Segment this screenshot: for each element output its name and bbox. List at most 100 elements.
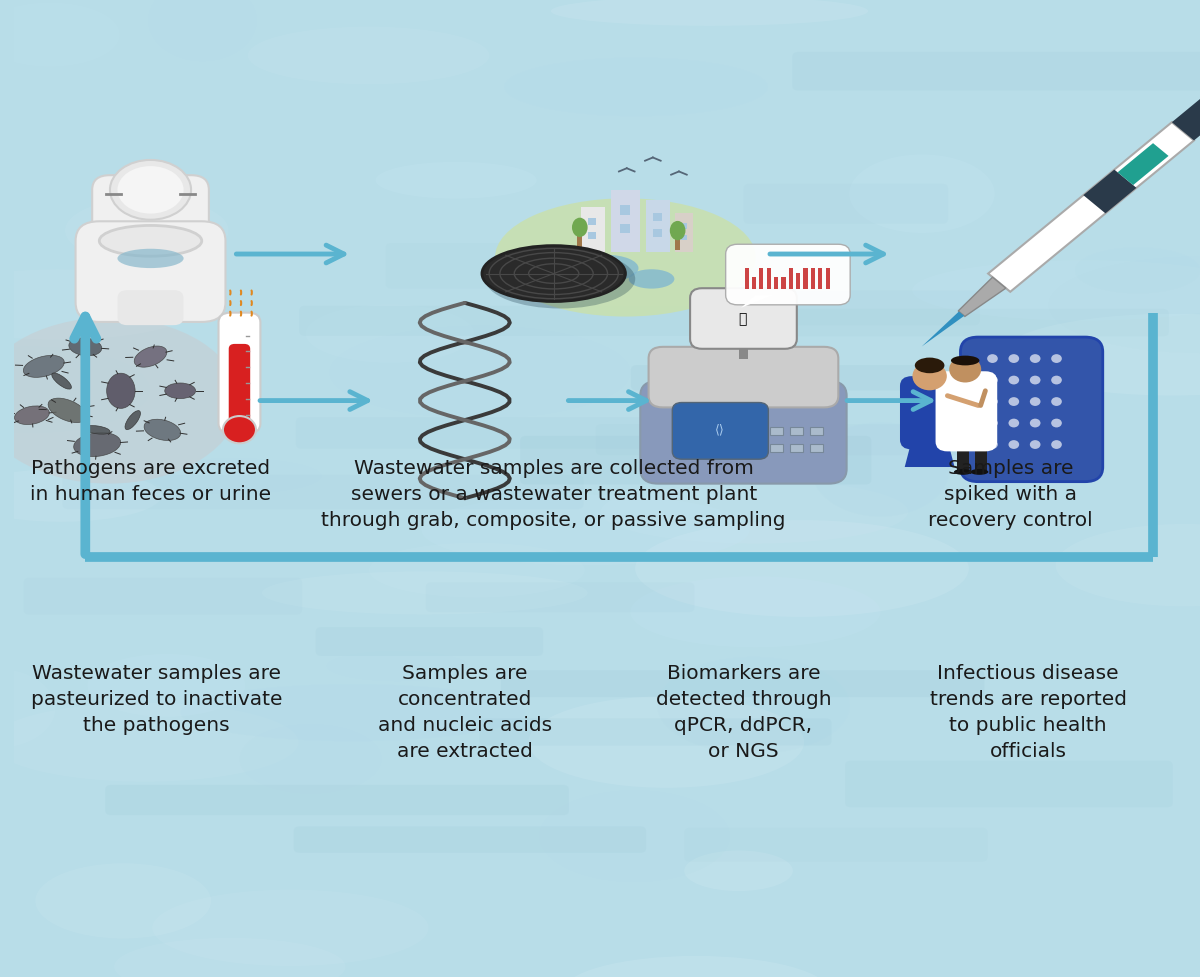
Ellipse shape [574, 255, 638, 281]
FancyBboxPatch shape [92, 175, 209, 265]
FancyBboxPatch shape [24, 577, 302, 615]
Circle shape [988, 419, 998, 428]
Ellipse shape [496, 198, 756, 317]
FancyBboxPatch shape [684, 828, 988, 862]
Ellipse shape [326, 652, 468, 681]
Bar [577, 234, 582, 247]
Circle shape [1030, 398, 1040, 406]
Bar [647, 200, 670, 252]
Ellipse shape [118, 249, 184, 268]
Text: Samples are
spiked with a
recovery control: Samples are spiked with a recovery contr… [928, 459, 1092, 530]
Ellipse shape [262, 572, 588, 615]
Circle shape [1051, 355, 1062, 363]
Bar [774, 277, 778, 289]
FancyBboxPatch shape [500, 670, 984, 697]
Ellipse shape [84, 426, 110, 434]
Ellipse shape [658, 657, 850, 754]
Text: ⟨⟩: ⟨⟩ [715, 423, 725, 437]
Ellipse shape [134, 346, 167, 367]
Bar [826, 268, 829, 289]
Ellipse shape [370, 542, 584, 598]
FancyBboxPatch shape [480, 718, 832, 745]
Bar [611, 190, 640, 252]
Ellipse shape [0, 3, 120, 66]
Ellipse shape [35, 864, 211, 939]
Ellipse shape [68, 338, 102, 356]
Ellipse shape [306, 305, 474, 362]
Bar [810, 445, 823, 452]
FancyBboxPatch shape [690, 288, 797, 349]
Text: 🧬: 🧬 [738, 313, 746, 326]
Ellipse shape [1056, 524, 1200, 607]
FancyBboxPatch shape [76, 222, 226, 322]
Circle shape [949, 357, 982, 382]
Ellipse shape [240, 724, 382, 793]
Bar [760, 268, 763, 289]
Ellipse shape [125, 410, 140, 430]
FancyBboxPatch shape [744, 184, 948, 224]
Text: Infectious disease
trends are reported
to public health
officials: Infectious disease trends are reported t… [930, 664, 1127, 761]
Circle shape [1051, 376, 1062, 384]
Ellipse shape [180, 684, 524, 742]
Circle shape [988, 398, 998, 406]
Circle shape [988, 355, 998, 363]
Bar [788, 268, 793, 289]
Bar [739, 339, 748, 359]
Bar [745, 268, 749, 289]
FancyBboxPatch shape [426, 582, 695, 613]
FancyBboxPatch shape [229, 344, 250, 424]
Circle shape [1051, 419, 1062, 428]
Text: Pathogens are excreted
in human feces or urine: Pathogens are excreted in human feces or… [30, 459, 271, 504]
Ellipse shape [0, 669, 55, 747]
FancyBboxPatch shape [648, 347, 839, 407]
Ellipse shape [914, 358, 944, 373]
FancyBboxPatch shape [641, 381, 847, 484]
Circle shape [223, 416, 256, 444]
Polygon shape [905, 440, 954, 467]
Ellipse shape [0, 702, 299, 782]
Ellipse shape [114, 938, 346, 977]
Circle shape [1008, 419, 1019, 428]
Ellipse shape [52, 373, 71, 389]
Polygon shape [1084, 170, 1136, 213]
Ellipse shape [0, 270, 202, 340]
FancyBboxPatch shape [299, 306, 721, 336]
FancyBboxPatch shape [900, 376, 959, 449]
Ellipse shape [912, 260, 1200, 320]
Ellipse shape [670, 221, 685, 240]
Ellipse shape [23, 356, 65, 377]
Circle shape [1008, 441, 1019, 449]
Circle shape [1051, 441, 1062, 449]
Bar [619, 205, 630, 215]
Ellipse shape [164, 383, 196, 399]
Ellipse shape [850, 154, 995, 233]
FancyBboxPatch shape [792, 52, 1200, 91]
Ellipse shape [107, 373, 136, 408]
Polygon shape [742, 295, 773, 308]
Ellipse shape [811, 422, 949, 517]
Bar [619, 224, 630, 234]
Circle shape [1030, 376, 1040, 384]
Ellipse shape [48, 399, 86, 422]
FancyBboxPatch shape [631, 365, 1037, 391]
FancyBboxPatch shape [62, 475, 583, 509]
Polygon shape [1117, 144, 1169, 185]
Ellipse shape [0, 469, 162, 522]
Ellipse shape [118, 166, 184, 214]
Bar [676, 213, 694, 252]
FancyBboxPatch shape [385, 243, 632, 288]
Bar [956, 440, 968, 471]
FancyBboxPatch shape [845, 761, 1172, 807]
Ellipse shape [551, 0, 868, 25]
Text: Samples are
concentrated
and nucleic acids
are extracted: Samples are concentrated and nucleic aci… [378, 664, 552, 761]
Bar [818, 268, 822, 289]
Text: Biomarkers are
detected through
qPCR, ddPCR,
or NGS: Biomarkers are detected through qPCR, dd… [655, 664, 832, 761]
Bar [804, 268, 808, 289]
Text: Wastewater samples are
pasteurized to inactivate
the pathogens: Wastewater samples are pasteurized to in… [31, 664, 282, 735]
Bar [796, 273, 800, 289]
Ellipse shape [601, 480, 908, 543]
Ellipse shape [528, 697, 804, 787]
FancyBboxPatch shape [732, 290, 980, 325]
Bar [680, 234, 686, 240]
Ellipse shape [0, 318, 240, 484]
